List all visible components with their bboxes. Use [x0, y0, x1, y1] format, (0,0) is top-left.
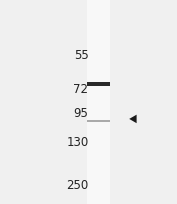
Bar — [87, 82, 110, 87]
Bar — [87, 0, 110, 204]
Bar — [87, 120, 110, 123]
Text: 250: 250 — [66, 178, 88, 192]
Text: 55: 55 — [74, 49, 88, 62]
Text: 72: 72 — [73, 82, 88, 95]
Text: 95: 95 — [74, 107, 88, 120]
Polygon shape — [129, 115, 137, 124]
Text: 130: 130 — [66, 135, 88, 148]
